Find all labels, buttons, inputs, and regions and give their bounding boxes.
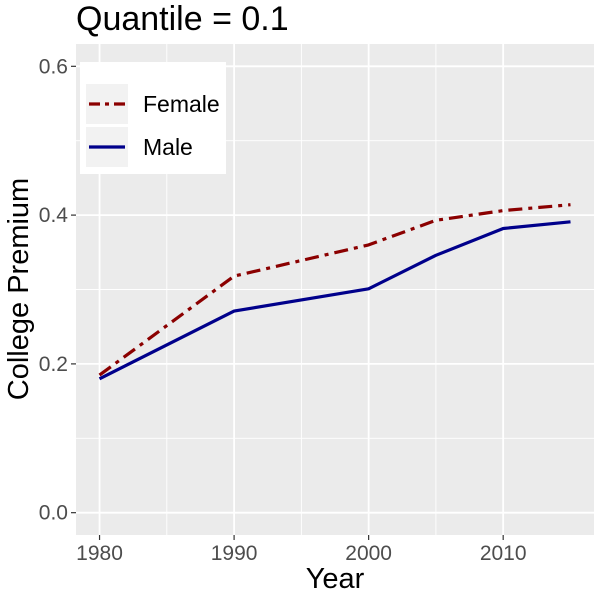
y-tick-label: 0.4 [39,204,69,227]
series-layer [98,203,571,381]
x-axis-title: Year [306,563,365,595]
x-tick-label: 2010 [480,542,527,565]
x-tick-label: 2000 [345,542,392,565]
legend-label-female: Female [143,91,220,117]
legend: Female Male [80,62,226,174]
series-line-male [98,220,571,381]
y-axis-title: College Premium [3,178,35,400]
y-tick-label: 0.0 [39,502,68,525]
axis-layer: 1980 1990 2000 2010 0.0 0.2 0.4 0.6 [39,55,527,565]
y-tick-label: 0.2 [39,353,68,376]
chart-title: Quantile = 0.1 [76,0,289,38]
y-tick-label: 0.6 [39,55,68,78]
x-tick-label: 1990 [211,542,258,565]
legend-label-male: Male [143,134,193,160]
x-tick-label: 1980 [76,542,123,565]
series-line-female [98,203,571,377]
